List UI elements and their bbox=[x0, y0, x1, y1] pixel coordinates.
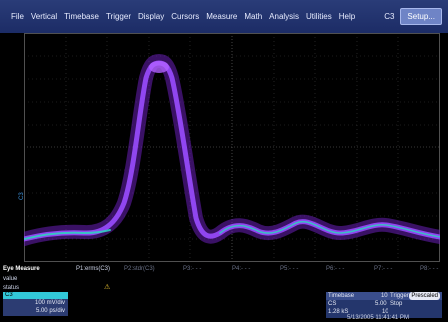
grid-border bbox=[24, 33, 440, 262]
menu-file[interactable]: File bbox=[11, 12, 24, 21]
param-p5[interactable]: P5:- - - bbox=[280, 266, 299, 272]
waveform-hot-ripple bbox=[219, 220, 440, 238]
param-p6[interactable]: P6:- - - bbox=[326, 266, 345, 272]
param-p2[interactable]: P2:stdr(C3) bbox=[124, 266, 155, 272]
trigger-box[interactable]: Trigger Prescaled Stop bbox=[388, 292, 442, 318]
menu-display[interactable]: Display bbox=[138, 12, 165, 21]
timebase-label: Timebase bbox=[328, 293, 355, 299]
menu-measure[interactable]: Measure bbox=[206, 12, 238, 21]
channel-volts-per-div: 100 mV/div bbox=[34, 300, 65, 306]
trigger-head-row: Trigger Prescaled bbox=[388, 292, 442, 300]
channel-indicator[interactable]: C3 bbox=[384, 12, 395, 21]
trigger-mode-badge: Prescaled bbox=[409, 292, 440, 300]
trace-label-c3[interactable]: C3 bbox=[19, 192, 25, 200]
menu-analysis[interactable]: Analysis bbox=[269, 12, 299, 21]
param-p1[interactable]: P1:erms(C3) bbox=[76, 266, 111, 272]
status-row-label: status bbox=[3, 285, 20, 291]
waveform-peak-hotspot bbox=[149, 61, 169, 73]
setup-button[interactable]: Setup... bbox=[400, 8, 442, 25]
menu-utilities[interactable]: Utilities bbox=[305, 12, 332, 21]
warning-icon: ⚠ bbox=[104, 284, 111, 291]
param-p8[interactable]: P8:- - - bbox=[420, 266, 439, 272]
menu-cursors[interactable]: Cursors bbox=[171, 12, 200, 21]
channel-offset: 5.00 ps/div bbox=[35, 308, 65, 314]
menu-math[interactable]: Math bbox=[244, 12, 263, 21]
param-p7[interactable]: P7:- - - bbox=[374, 266, 393, 272]
bottom-panel: Eye Measure value status P1:erms(C3) P2:… bbox=[0, 262, 448, 322]
eye-measure-title: Eye Measure bbox=[3, 266, 40, 272]
waveform-grid[interactable] bbox=[24, 33, 440, 262]
value-row-label: value bbox=[3, 276, 18, 282]
channel-descriptor-box[interactable]: C3 100 mV/div 5.00 ps/div bbox=[3, 292, 68, 316]
timebase-samples: 1.28 kS bbox=[328, 309, 349, 315]
grid-center-axes bbox=[24, 33, 440, 262]
menu-bar: File Vertical Timebase Trigger Display C… bbox=[0, 0, 448, 33]
timestamp: 5/13/2005 11:41:41 PM bbox=[347, 315, 409, 321]
param-p4[interactable]: P4:- - - bbox=[232, 266, 251, 272]
menu-trigger[interactable]: Trigger bbox=[105, 12, 131, 21]
timebase-cs: CS bbox=[328, 301, 337, 307]
trigger-state: Stop bbox=[390, 301, 403, 307]
trigger-row-2: Stop bbox=[388, 300, 442, 308]
trigger-label: Trigger bbox=[390, 293, 409, 299]
menu-help[interactable]: Help bbox=[338, 12, 356, 21]
waveform-hot-baseline bbox=[24, 229, 111, 240]
param-p3[interactable]: P3:- - - bbox=[183, 266, 202, 272]
menu-timebase[interactable]: Timebase bbox=[64, 12, 99, 21]
channel-descriptor-name: C3 bbox=[3, 292, 68, 299]
eye-waveform bbox=[24, 54, 440, 246]
menu-vertical[interactable]: Vertical bbox=[30, 12, 58, 21]
